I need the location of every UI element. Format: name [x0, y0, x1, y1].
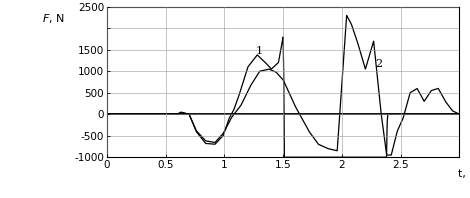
Y-axis label: $F$, N: $F$, N — [42, 12, 64, 25]
Text: 2: 2 — [375, 59, 382, 69]
X-axis label: t, s: t, s — [458, 169, 470, 179]
Text: 1: 1 — [256, 46, 263, 56]
